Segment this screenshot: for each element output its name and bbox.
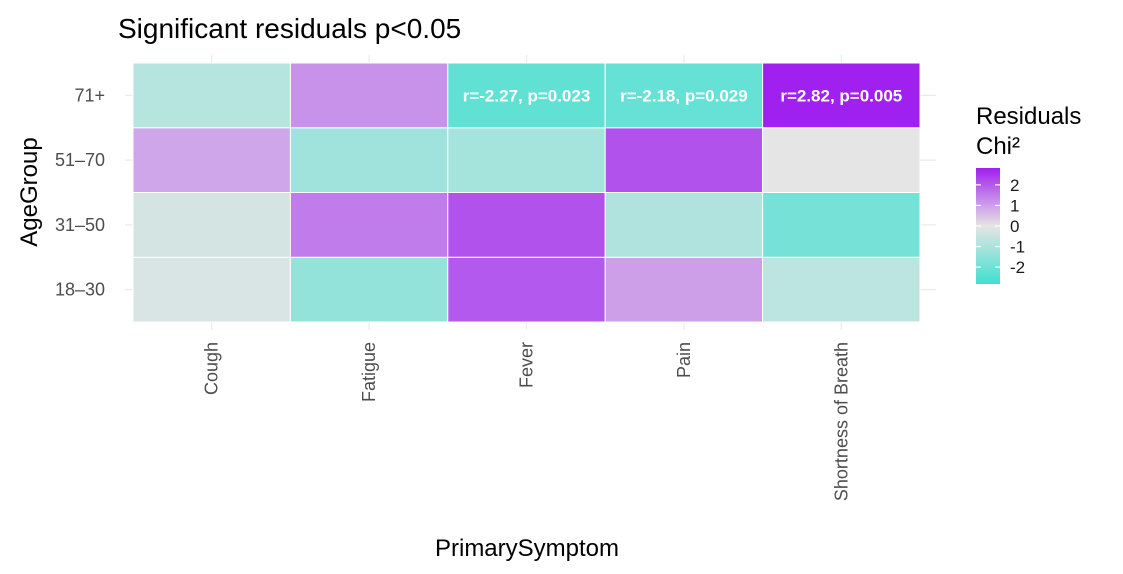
x-tick-label: Shortness of Breath (831, 342, 851, 501)
cell-annotation: r=-2.18, p=0.029 (620, 86, 748, 105)
legend-tick-label: -2 (1010, 258, 1025, 277)
legend: Residuals Chi² 21 0 -1-2 (976, 103, 1081, 284)
heatmap-cell (289, 127, 449, 193)
heatmap-cell (604, 256, 764, 323)
y-tick-label: 71+ (74, 85, 105, 105)
heatmap-cell (289, 62, 449, 129)
heatmap-cell (289, 256, 449, 323)
x-tick-label: Fever (517, 342, 537, 388)
x-axis-ticks: Cough Fatigue Fever Pain Shortness of Breath (202, 342, 852, 501)
cell-annotation: r=2.82, p=0.005 (780, 86, 902, 105)
heatmap-cell (132, 62, 291, 129)
heatmap-cell (447, 192, 606, 258)
x-axis-title: PrimarySymptom (435, 535, 619, 562)
heatmap-cell (604, 192, 764, 258)
heatmap-cell (762, 127, 921, 193)
chart-title: Significant residuals p<0.05 (118, 13, 461, 44)
y-tick-label: 31–50 (55, 215, 105, 235)
heatmap-cell (762, 256, 921, 323)
y-tick-label: 18–30 (55, 280, 105, 300)
legend-tick-label: 0 (1010, 217, 1019, 236)
heatmap-cell (132, 127, 291, 193)
y-tick-label: 51–70 (55, 150, 105, 170)
heatmap-cell (604, 127, 764, 193)
heatmap-cell (132, 256, 291, 323)
legend-tick-label: 2 (1010, 176, 1019, 195)
legend-ticks: 21 0 -1-2 (976, 176, 1025, 277)
heatmap-cells (132, 62, 921, 323)
y-axis-title: AgeGroup (16, 137, 43, 246)
heatmap-cell (447, 62, 606, 129)
legend-title-line-2: Chi² (976, 133, 1020, 160)
heatmap-cell (289, 192, 449, 258)
heatmap-cell (447, 256, 606, 323)
x-tick-label: Pain (674, 342, 694, 378)
cell-annotations: r=-2.27, p=0.023 r=-2.18, p=0.029 r=2.82, … (463, 86, 903, 105)
legend-title-line-1: Residuals (976, 103, 1081, 130)
cell-annotation: r=-2.27, p=0.023 (463, 86, 591, 105)
heatmap-cell (762, 62, 921, 129)
heatmap-cell (132, 192, 291, 258)
legend-tick-label: 1 (1010, 196, 1019, 215)
x-tick-label: Fatigue (359, 342, 379, 402)
y-axis-ticks: 18–30 31–50 51–70 71+ (55, 85, 105, 299)
heatmap-cell (447, 127, 606, 193)
heatmap-cell (604, 62, 764, 129)
x-tick-label: Cough (202, 342, 222, 395)
legend-tick-label: -1 (1010, 238, 1025, 257)
heatmap-cell (762, 192, 921, 258)
